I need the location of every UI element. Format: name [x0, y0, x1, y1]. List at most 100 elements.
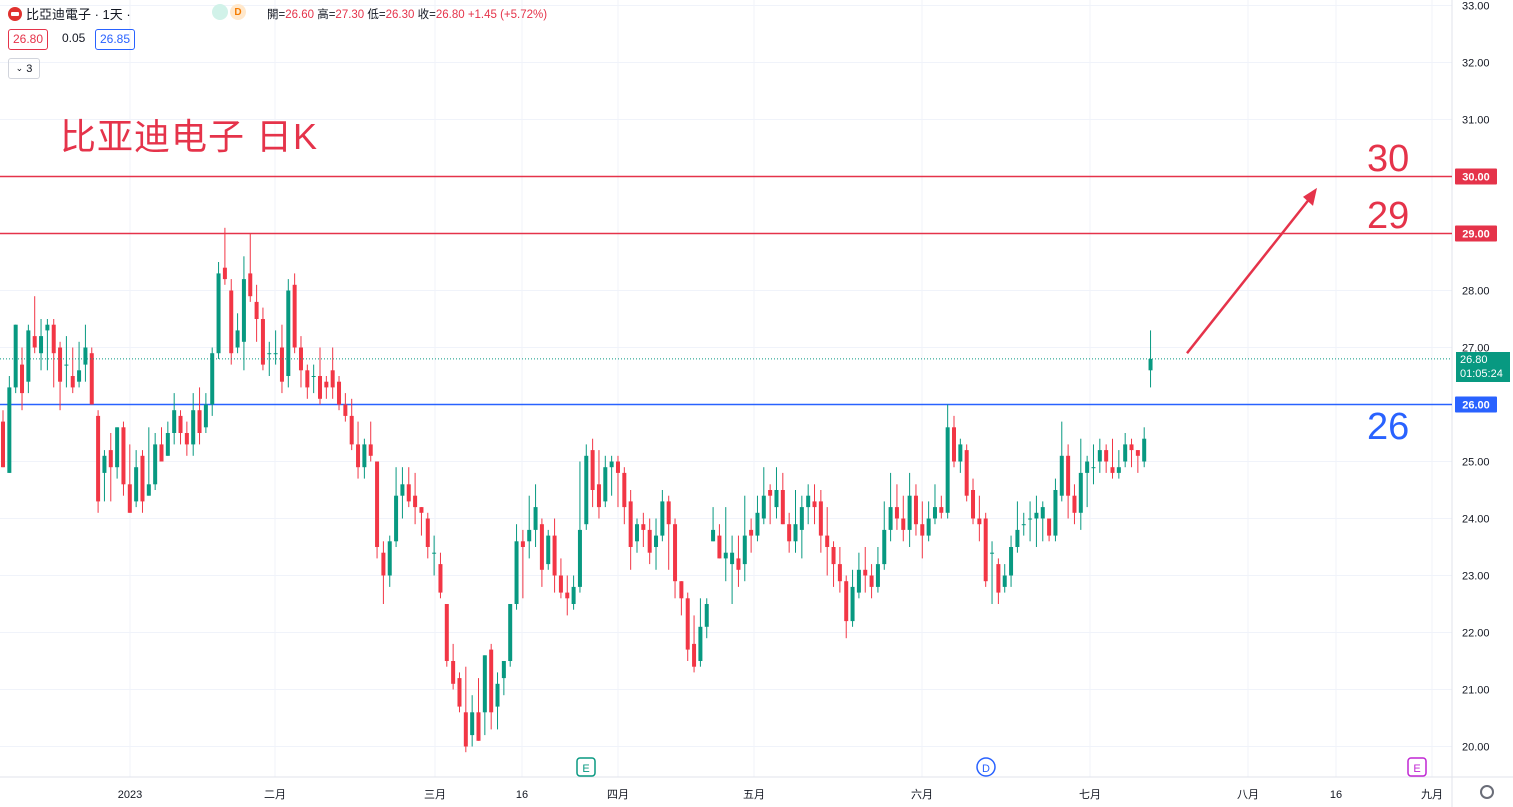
- candle: [920, 501, 925, 559]
- candle: [1053, 478, 1058, 542]
- candle-body: [1085, 461, 1090, 473]
- candle-body: [406, 484, 411, 502]
- candle-body: [945, 427, 950, 513]
- candle-body: [539, 524, 544, 570]
- candle-body: [875, 564, 880, 587]
- candle-body: [1028, 518, 1033, 520]
- candle: [964, 444, 969, 502]
- candle: [286, 279, 291, 388]
- candle: [1104, 444, 1109, 473]
- horizontal-levels[interactable]: 30.00 29.00 26.00: [0, 168, 1497, 413]
- candle: [812, 484, 817, 525]
- indicator-count: 3: [26, 62, 33, 75]
- candle-body: [311, 376, 316, 377]
- time-tick: 九月: [1421, 788, 1443, 801]
- price-tick: 21.00: [1462, 685, 1490, 697]
- event-letter: E: [582, 763, 589, 775]
- candle: [1129, 438, 1134, 468]
- candle-body: [736, 558, 741, 570]
- candle: [888, 472, 893, 542]
- candle: [818, 490, 823, 553]
- candle-body: [907, 495, 912, 530]
- price-tick: 25.00: [1462, 457, 1490, 469]
- candle: [913, 484, 918, 536]
- candle: [793, 490, 798, 553]
- candle-body: [761, 495, 766, 519]
- delay-dot[interactable]: D: [230, 4, 246, 20]
- candle: [210, 347, 215, 416]
- candle-body: [711, 529, 716, 542]
- indicator-collapse-button[interactable]: ⌄ 3: [8, 58, 40, 79]
- candle: [1091, 444, 1096, 485]
- candle-body: [394, 495, 399, 542]
- candle: [704, 598, 709, 639]
- time-tick: 16: [516, 789, 528, 801]
- candle-body: [343, 404, 348, 416]
- high-value: 27.30: [335, 9, 365, 21]
- candle-body: [996, 564, 1001, 593]
- candle-body: [856, 569, 861, 593]
- candle: [197, 387, 202, 445]
- candle: [178, 410, 183, 445]
- candle: [115, 427, 120, 479]
- time-tick: 五月: [743, 789, 765, 801]
- chevron-down-icon: ⌄: [15, 63, 24, 73]
- candle: [337, 376, 342, 411]
- time-axis[interactable]: 2023 二月 三月 16 四月 五月 六月 七月 八月 16 九月: [0, 776, 1513, 801]
- candle: [102, 450, 107, 502]
- candle: [1002, 564, 1007, 593]
- candle: [127, 444, 132, 513]
- candle-body: [362, 444, 367, 468]
- candle-body: [958, 444, 963, 462]
- candle: [882, 501, 887, 570]
- candle: [755, 495, 760, 542]
- level-badge-text: 29.00: [1462, 229, 1490, 241]
- earnings-icon: [1407, 757, 1427, 777]
- event-marker: E: [576, 757, 596, 777]
- candle: [533, 484, 538, 547]
- candle-body: [7, 387, 12, 473]
- candle: [654, 518, 659, 570]
- candle-body: [609, 461, 614, 468]
- candle-body: [349, 415, 354, 445]
- bid-button[interactable]: 26.80: [8, 29, 49, 50]
- candle-body: [679, 581, 684, 599]
- current-price: 26.80: [1460, 354, 1488, 366]
- candle: [831, 541, 836, 587]
- candle-body: [647, 529, 652, 553]
- low-value: 26.30: [385, 9, 415, 21]
- candle-body: [260, 319, 265, 365]
- candle: [273, 330, 278, 365]
- candle: [153, 433, 158, 490]
- candle: [685, 592, 690, 661]
- candle-body: [159, 444, 164, 462]
- candle-body: [26, 330, 31, 382]
- candle: [7, 376, 12, 473]
- candle-body: [178, 415, 183, 433]
- candle: [1, 410, 5, 468]
- candle-body: [730, 552, 735, 565]
- candle: [260, 307, 265, 371]
- candle-body: [64, 364, 69, 366]
- candle: [229, 279, 234, 365]
- candle-body: [286, 290, 291, 376]
- candle-body: [768, 490, 773, 496]
- candle: [216, 262, 221, 359]
- candle: [121, 421, 126, 496]
- byd-logo-icon: [8, 6, 22, 21]
- candle: [635, 518, 639, 553]
- symbol-title[interactable]: 比亞迪電子 · 1天 ·: [26, 7, 131, 22]
- candle: [799, 495, 804, 559]
- candle: [32, 296, 37, 354]
- ask-button[interactable]: 26.85: [95, 29, 136, 50]
- settings-gear-icon[interactable]: [1480, 785, 1494, 799]
- candle: [958, 438, 963, 473]
- candle-body: [1040, 507, 1045, 519]
- candle: [476, 678, 481, 741]
- candle: [45, 319, 50, 371]
- candle-body: [463, 712, 468, 747]
- candle: [514, 524, 519, 610]
- candle: [108, 433, 113, 502]
- market-open-dot[interactable]: [212, 4, 228, 20]
